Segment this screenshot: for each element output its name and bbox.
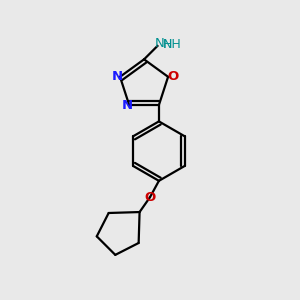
Text: N: N: [121, 99, 132, 112]
Text: NH: NH: [163, 38, 182, 51]
Text: O: O: [167, 70, 178, 83]
Text: O: O: [144, 191, 156, 204]
Text: N: N: [112, 70, 123, 83]
Text: H: H: [163, 38, 172, 51]
Text: N: N: [155, 37, 165, 50]
